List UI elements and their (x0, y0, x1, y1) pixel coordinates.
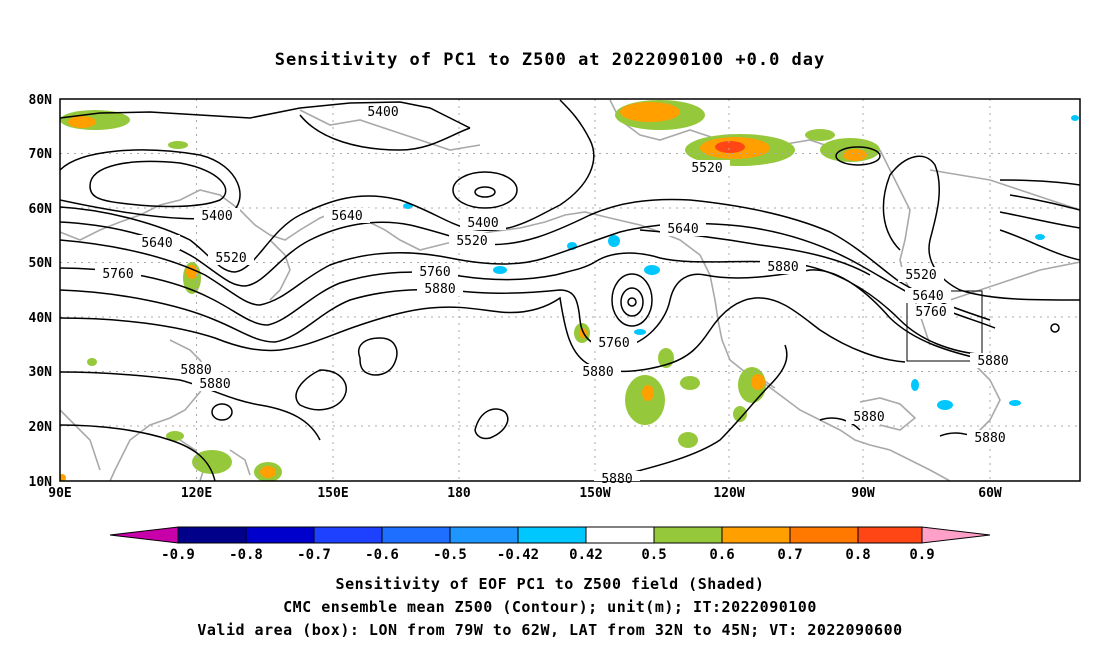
sensitivity-shading (60, 100, 1079, 481)
colorbar-label: -0.7 (297, 547, 331, 563)
lon-label-180: 180 (447, 486, 471, 501)
lon-label-60w: 60W (978, 486, 1002, 501)
lat-label-20n: 20N (29, 420, 53, 435)
lat-label-80n: 80N (29, 93, 53, 108)
colorbar-label: -0.42 (497, 547, 539, 563)
contour-label: 5880 (974, 431, 1005, 446)
colorbar-label: 0.8 (845, 547, 870, 563)
lat-label-50n: 50N (29, 256, 53, 271)
contour-label: 5880 (424, 282, 455, 297)
caption-valid-area: Valid area (box): LON from 79W to 62W, L… (197, 621, 903, 639)
colorbar-labels: -0.9 -0.8 -0.7 -0.6 -0.5 -0.42 0.42 0.5 … (161, 547, 935, 563)
colorbar-segment (245, 526, 315, 544)
contour-label: 5520 (691, 161, 722, 176)
longitude-labels: 90E 120E 150E 180 150W 120W 90W 60W (48, 486, 1002, 501)
caption-shading: Sensitivity of EOF PC1 to Z500 field (Sh… (335, 575, 765, 593)
contour-label: 5880 (853, 410, 884, 425)
latitude-labels: 80N 70N 60N 50N 40N 30N 20N 10N (29, 93, 53, 490)
contour-label: 5400 (467, 216, 498, 231)
lat-label-60n: 60N (29, 202, 53, 217)
colorbar-segment (585, 526, 655, 544)
caption-contour: CMC ensemble mean Z500 (Contour); unit(m… (283, 598, 817, 616)
contour-label: 5760 (915, 305, 946, 320)
contour-label: 5640 (667, 222, 698, 237)
colorbar-segment (381, 526, 451, 544)
colorbar-label: 0.9 (909, 547, 934, 563)
colorbar-label: -0.5 (433, 547, 467, 563)
colorbar (109, 526, 991, 544)
map-frame (59, 98, 1081, 482)
colorbar-label: 0.5 (641, 547, 666, 563)
contour-label: 5880 (601, 472, 632, 487)
contour-label: 5880 (582, 365, 613, 380)
colorbar-label: 0.7 (777, 547, 802, 563)
colorbar-segment (449, 526, 519, 544)
contour-label: 5760 (598, 336, 629, 351)
contour-label: 5400 (367, 105, 398, 120)
colorbar-segment (177, 526, 247, 544)
lon-label-150w: 150W (579, 486, 610, 501)
colorbar-segment (653, 526, 723, 544)
lon-label-90e: 90E (48, 486, 71, 501)
lon-label-90w: 90W (851, 486, 875, 501)
contour-label: 5880 (977, 354, 1008, 369)
lat-label-70n: 70N (29, 147, 53, 162)
contour-label: 5880 (767, 260, 798, 275)
z500-contours (60, 99, 1080, 481)
lon-label-150e: 150E (317, 486, 348, 501)
contour-label: 5640 (912, 289, 943, 304)
plot-title: Sensitivity of PC1 to Z500 at 2022090100… (274, 50, 826, 70)
contour-label: 5640 (331, 209, 362, 224)
coastlines (60, 99, 1080, 481)
contour-label: 5520 (215, 251, 246, 266)
colorbar-segment (789, 526, 859, 544)
contour-label: 5520 (456, 234, 487, 249)
contour-label: 5880 (180, 363, 211, 378)
colorbar-segment (721, 526, 791, 544)
colorbar-segment (313, 526, 383, 544)
colorbar-label: 0.6 (709, 547, 734, 563)
contour-labels: 5400 5400 5400 5520 5520 5520 5520 5640 … (95, 104, 1016, 487)
colorbar-right-arrow (921, 526, 991, 544)
contour-label: 5880 (199, 377, 230, 392)
colorbar-segment (857, 526, 923, 544)
colorbar-label: -0.9 (161, 547, 195, 563)
lon-label-120e: 120E (181, 486, 212, 501)
contour-label: 5760 (419, 265, 450, 280)
colorbar-label: 0.42 (569, 547, 603, 563)
contour-label: 5760 (102, 267, 133, 282)
lat-label-30n: 30N (29, 365, 53, 380)
contour-label: 5400 (201, 209, 232, 224)
colorbar-label: -0.8 (229, 547, 263, 563)
lat-label-40n: 40N (29, 311, 53, 326)
lon-label-120w: 120W (713, 486, 744, 501)
colorbar-label: -0.6 (365, 547, 399, 563)
contour-label: 5640 (141, 236, 172, 251)
lat-label-10n: 10N (29, 475, 53, 490)
colorbar-segment (517, 526, 587, 544)
contour-label: 5520 (905, 268, 936, 283)
colorbar-left-arrow (109, 526, 179, 544)
